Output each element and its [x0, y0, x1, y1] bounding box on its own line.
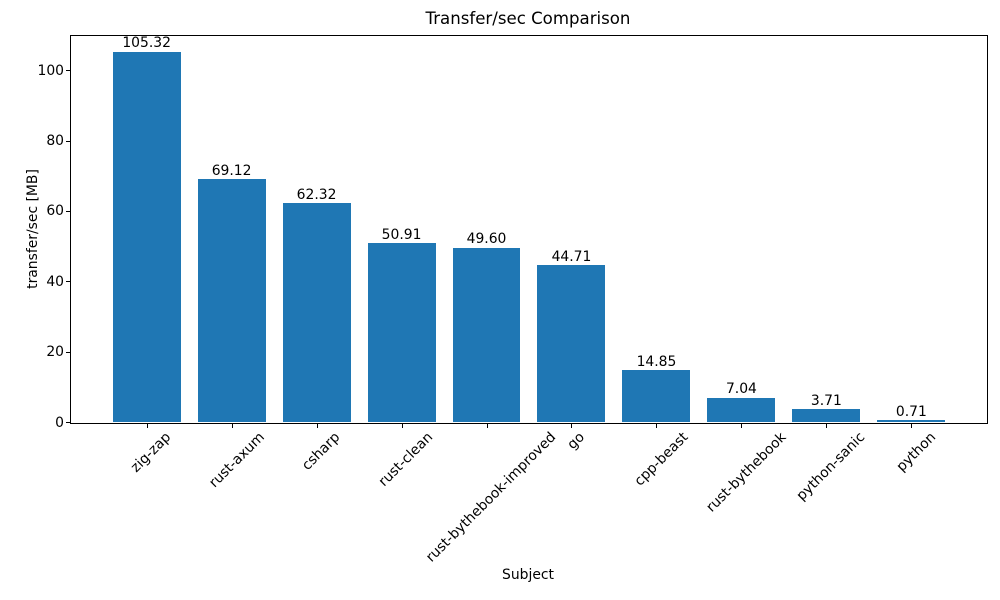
bar-value-label: 62.32 [296, 186, 337, 203]
x-axis-tick [231, 423, 233, 428]
x-axis-tick [741, 423, 743, 428]
bar-value-label: 69.12 [211, 162, 252, 179]
bar-value-label: 105.32 [122, 35, 171, 52]
bar-value-label: 44.71 [551, 248, 592, 265]
x-tick-label: cpp-beast [631, 428, 692, 489]
x-axis-tick [826, 423, 828, 428]
chart-title: Transfer/sec Comparison [425, 9, 631, 28]
bar-rust-bythebook [707, 397, 776, 423]
x-axis-label: Subject [502, 567, 554, 583]
x-axis-tick [486, 423, 488, 428]
x-tick-label: zig-zap [128, 428, 175, 476]
x-tick-label: go [564, 428, 589, 453]
y-axis-label: transfer/sec [MB] [25, 169, 41, 289]
x-tick-label: rust-clean [375, 428, 437, 490]
x-tick-label: rust-bythebook-improved [423, 428, 560, 565]
x-axis-tick [656, 423, 658, 428]
bar-value-label: 49.60 [466, 231, 507, 248]
bar-python-sanic [792, 409, 861, 423]
plot-area [70, 34, 988, 424]
bar-value-label: 14.85 [636, 353, 677, 370]
x-axis-tick [401, 423, 403, 428]
bar-cpp-beast [622, 370, 691, 423]
y-axis-tick [66, 281, 70, 283]
y-axis-tick [66, 422, 70, 423]
x-axis-tick [911, 423, 913, 428]
x-axis-tick [571, 423, 573, 428]
x-axis-tick [316, 423, 318, 428]
y-axis-tick [66, 210, 70, 212]
bar-go [537, 265, 606, 423]
bar-value-label: 7.04 [725, 381, 757, 398]
y-tick-label: 40 [46, 273, 64, 290]
x-tick-label: rust-axum [205, 428, 268, 491]
bar-csharp [282, 203, 351, 423]
y-axis-tick [66, 140, 70, 142]
y-axis-tick [66, 351, 70, 353]
x-tick-label: python-sanic [793, 428, 869, 504]
y-tick-label: 20 [46, 344, 64, 361]
y-tick-label: 60 [46, 203, 64, 220]
bar-rust-bythebook-improved [452, 247, 521, 423]
x-axis-tick [146, 423, 148, 428]
bar-value-label: 0.71 [895, 403, 927, 420]
y-tick-label: 100 [37, 62, 64, 79]
x-tick-label: rust-bythebook [703, 428, 790, 515]
bar-rust-axum [197, 179, 266, 423]
y-tick-label: 0 [55, 414, 64, 431]
x-tick-label: csharp [299, 428, 344, 474]
x-tick-label: python [893, 428, 939, 475]
bar-zig-zap [112, 51, 181, 423]
bar-python [877, 420, 946, 423]
y-tick-label: 80 [46, 133, 64, 150]
bar-rust-clean [367, 243, 436, 423]
bar-value-label: 50.91 [381, 226, 422, 243]
y-axis-tick [66, 70, 70, 72]
bar-value-label: 3.71 [810, 392, 842, 409]
